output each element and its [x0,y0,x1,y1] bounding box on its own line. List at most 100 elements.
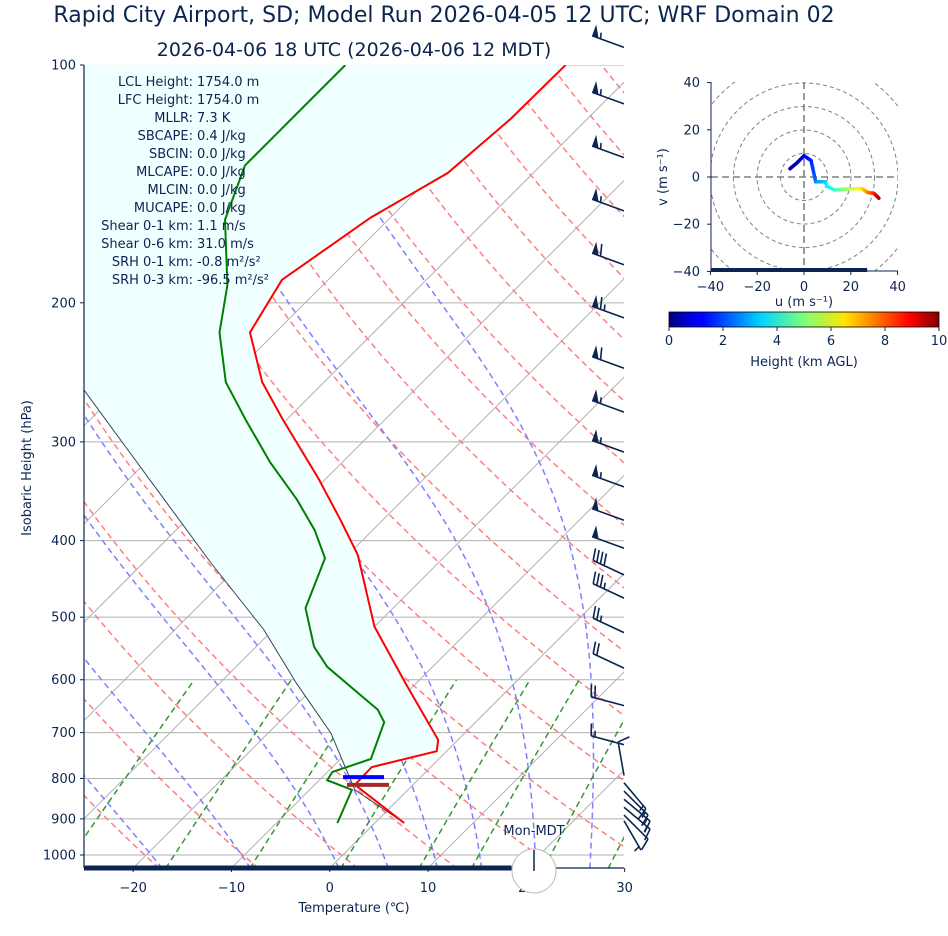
hodo-x-label: u (m s⁻¹) [775,295,833,310]
y-tick-label: 800 [51,772,76,787]
hodo-x-tick-label: 40 [889,280,906,295]
isotherm-line [623,867,624,868]
stat-label: LFC Height: [118,93,193,108]
barb-half [643,826,648,833]
barb-staff [591,91,625,105]
clock-icon [511,848,557,894]
dry-adiabat-line [855,64,948,869]
barb-half [599,32,602,39]
x-tick-label: 10 [420,881,437,896]
stat-label: SRH 0-1 km: [112,255,193,270]
stat-label: MLCIN: [148,183,193,198]
wind-barb [591,345,625,369]
wind-barb [623,820,642,852]
clock-label: Mon-MDT [503,824,564,839]
mixing-ratio-line [470,679,580,868]
stat-value: 0.0 J/kg [197,201,246,216]
wind-barb [623,814,649,851]
colorbar-label: Height (km AGL) [750,355,858,370]
barb-staff [623,820,642,851]
mixing-ratio-line [656,680,752,869]
barb-staff [591,252,625,266]
wind-barb [591,295,625,319]
y-tick-label: 500 [51,611,76,626]
mixing-ratio-line [84,679,195,840]
barb-half [643,818,648,825]
barb-half [599,89,602,96]
stat-value: 0.0 J/kg [197,165,246,180]
stat-label: SRH 0-3 km: [112,273,193,288]
stat-label: Shear 0-6 km: [101,237,193,252]
barb-staff [623,814,649,840]
isotherm-line [427,671,624,868]
wind-barb [591,188,625,212]
barb-pennant [592,429,599,443]
wind-barb [591,24,625,49]
dry-adiabat-line [498,65,624,218]
hodo-x-tick-label: 20 [843,280,860,295]
y-tick-label: 300 [51,435,76,450]
barb-pennant [592,241,599,256]
figure-subtitle: 2026-04-06 18 UTC (2026-04-06 12 MDT) [157,39,552,61]
barb-staff [617,741,625,776]
hodograph-rings [711,82,898,271]
stat-label: MLLR: [154,111,193,126]
wind-barbs [590,24,651,852]
barb-half [599,397,602,404]
barb-staff [591,535,625,550]
wind-barb [591,241,625,266]
wind-barb [591,389,625,413]
parcel-profile-line [84,389,405,824]
stat-label: SBCAPE: [138,129,193,144]
barb-pennant [592,134,599,149]
hodo-y-tick-label: −20 [673,218,700,233]
stat-label: Shear 0-1 km: [101,219,193,234]
barb-staff [623,782,647,810]
colorbar [668,311,940,328]
dry-adiabat-line [84,289,624,848]
barb-half [599,196,602,203]
stat-label: MUCAPE: [134,201,193,216]
barb-full [599,243,603,257]
stat-value: 31.0 m/s [197,237,254,252]
stat-label: MLCAPE: [136,165,193,180]
stat-value: 0.0 J/kg [197,183,246,198]
y-tick-label: 200 [51,296,76,311]
moist-adiabat-line [84,513,340,868]
isotherm-line [329,573,624,868]
colorbar-tick-label: 10 [931,334,948,349]
barb-full [592,571,597,584]
colorbar-tick-label: 0 [665,334,673,349]
y-tick-label: 600 [51,673,76,688]
stat-value: 0.0 J/kg [197,147,246,162]
moist-adiabat-line [84,657,252,868]
dry-adiabat-line [549,65,624,156]
temperature-profile-line [248,65,567,824]
barb-staff [623,798,651,822]
barb-full [596,573,600,586]
y-axis-label: Isobaric Height (hPa) [20,400,35,536]
cape-shading [84,65,566,790]
wind-barb [591,525,625,550]
barb-full [617,736,630,743]
colorbar-tick-label: 6 [827,334,835,349]
barb-staff [623,790,649,816]
barb-half [633,846,640,852]
barb-staff [591,145,625,159]
wind-barb [591,81,625,105]
barb-half [603,582,607,589]
stat-label: LCL Height: [118,75,193,90]
wind-barb [590,684,625,707]
barb-pennant [592,464,599,478]
barb-pennant [592,295,599,309]
barb-pennant [592,389,599,403]
skewt-plot: LCL Height: 1754.0 m LFC Height: 1754.0 m ML… [20,24,948,916]
barb-staff [591,474,625,488]
dry-adiabat-line [447,65,624,280]
stat-value: 7.3 K [197,111,231,126]
hodograph-trace [788,154,881,200]
barb-full [603,553,608,566]
barb-pennant [592,81,599,95]
